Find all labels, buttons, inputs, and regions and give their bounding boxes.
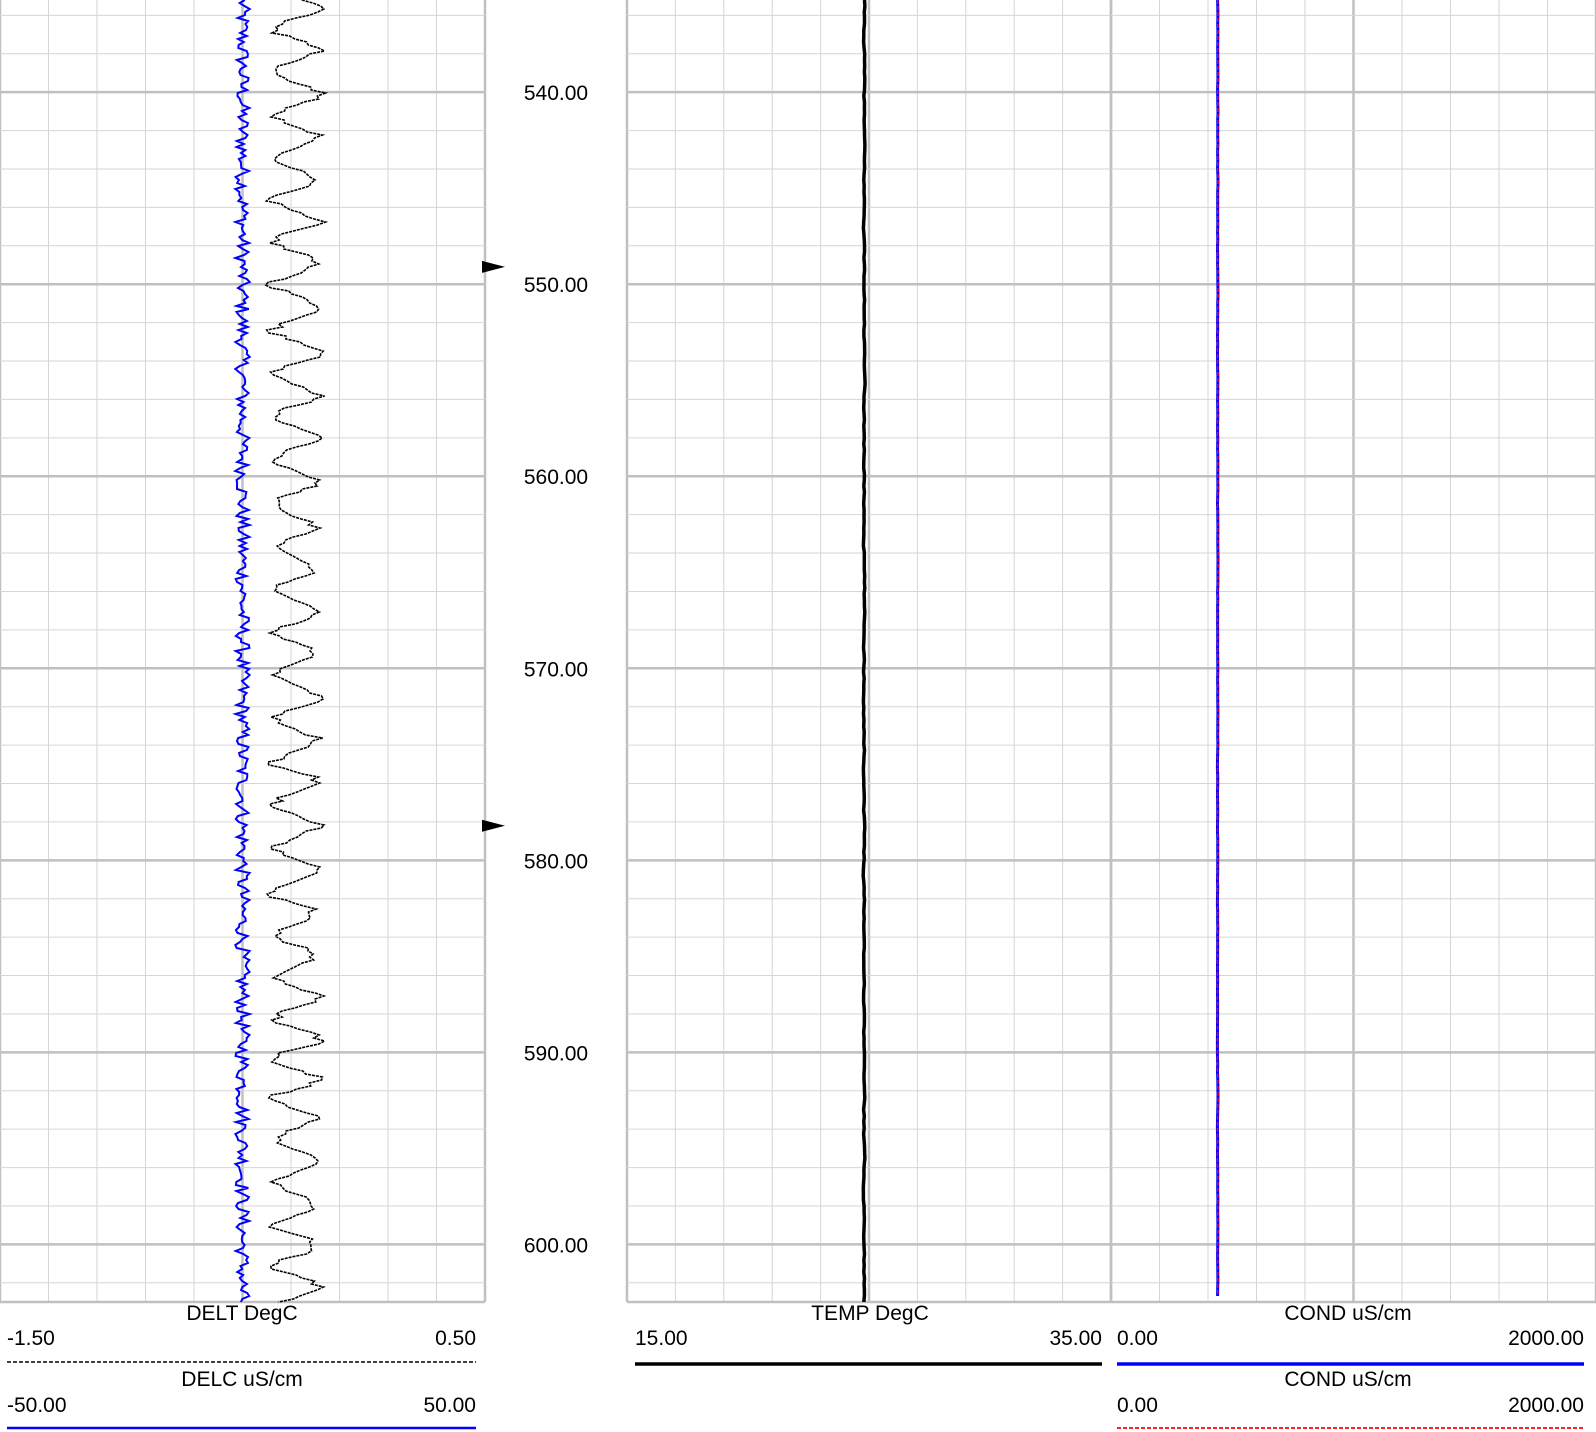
middle-track-header: TEMP DegC 15.00 35.00 xyxy=(635,1302,1102,1366)
cond-header: COND uS/cm xyxy=(1284,1302,1411,1325)
delt-curve xyxy=(264,0,329,1303)
depth-label: 600.00 xyxy=(524,1234,588,1257)
delc-header: DELC uS/cm xyxy=(181,1368,302,1391)
depth-label: 550.00 xyxy=(524,274,588,297)
delt-max: 0.50 xyxy=(435,1327,476,1350)
delt-min: -1.50 xyxy=(7,1327,55,1350)
cond-dashed-curve xyxy=(1216,0,1219,1297)
right-track-grid xyxy=(1109,0,1596,1304)
delt-header: DELT DegC xyxy=(186,1302,297,1325)
depth-label: 560.00 xyxy=(524,466,588,489)
left-track-header: DELT DegC -1.50 0.50 DELC uS/cm -50.00 5… xyxy=(7,1302,476,1430)
temp-header: TEMP DegC xyxy=(811,1302,929,1325)
depth-label: 570.00 xyxy=(524,658,588,681)
cond-dashed-header: COND uS/cm xyxy=(1284,1368,1411,1391)
temp-curve xyxy=(861,0,867,1303)
depth-marker-icon xyxy=(482,260,505,273)
depth-label: 540.00 xyxy=(524,82,588,105)
depth-label: 590.00 xyxy=(524,1042,588,1065)
cond-max: 2000.00 xyxy=(1508,1327,1584,1350)
depth-marker-icon xyxy=(482,819,505,832)
depth-markers xyxy=(482,260,505,832)
temp-max: 35.00 xyxy=(1049,1327,1102,1350)
middle-track-grid xyxy=(625,0,1113,1304)
temp-min: 15.00 xyxy=(635,1327,688,1350)
delc-max: 50.00 xyxy=(423,1394,476,1417)
delc-curve xyxy=(232,0,254,1303)
delc-min: -50.00 xyxy=(7,1394,67,1417)
cond-min: 0.00 xyxy=(1117,1327,1158,1350)
right-track-header: COND uS/cm 0.00 2000.00 COND uS/cm 0.00 … xyxy=(1117,1302,1584,1429)
depth-track: 540.00 550.00 560.00 570.00 580.00 590.00 600.… xyxy=(524,82,588,1257)
cond-dashed-max: 2000.00 xyxy=(1508,1394,1584,1417)
depth-label: 580.00 xyxy=(524,850,588,873)
left-track-grid xyxy=(0,0,487,1304)
cond-dashed-min: 0.00 xyxy=(1117,1394,1158,1417)
